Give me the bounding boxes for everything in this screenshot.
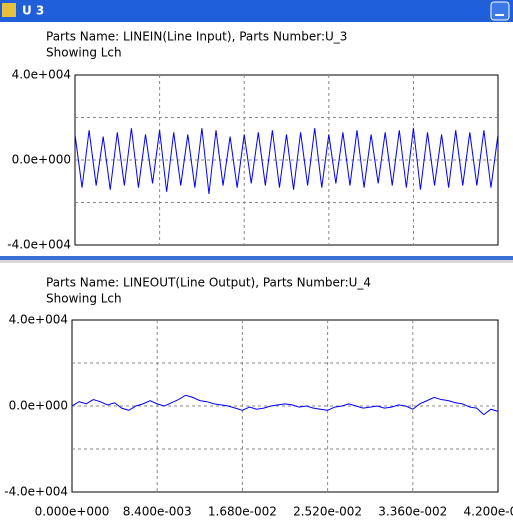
chart-subtitle: Showing Lch xyxy=(46,292,122,306)
y-tick-label: -4.0e+004 xyxy=(7,238,71,252)
chart-title: Parts Name: LINEIN(Line Input), Parts Nu… xyxy=(46,30,347,44)
x-tick-label: 1.680e-002 xyxy=(208,505,277,519)
y-tick-label: 0.0e+000 xyxy=(12,153,71,167)
x-tick-label: 3.360e-002 xyxy=(378,505,447,519)
title-bar xyxy=(0,0,513,22)
waveform xyxy=(71,394,499,416)
x-tick-label: 2.520e-002 xyxy=(293,505,362,519)
app-icon xyxy=(2,3,16,17)
y-tick-label: -4.0e+004 xyxy=(4,485,68,499)
x-tick-label: 4.200e-002 xyxy=(464,505,513,519)
x-tick-label: 8.400e-003 xyxy=(123,505,192,519)
window-frame xyxy=(0,260,513,263)
minimize-button[interactable] xyxy=(490,1,510,21)
y-tick-label: 0.0e+000 xyxy=(9,399,68,413)
y-tick-label: 4.0e+004 xyxy=(9,313,68,327)
y-tick-label: 4.0e+004 xyxy=(12,68,71,82)
chart-subtitle: Showing Lch xyxy=(46,46,122,60)
chart-title: Parts Name: LINEOUT(Line Output), Parts … xyxy=(46,276,371,290)
waveform xyxy=(74,128,499,195)
x-tick-label: 0.000e+000 xyxy=(35,505,110,519)
window-divider xyxy=(0,256,513,260)
window-title: U 3 xyxy=(22,4,44,18)
